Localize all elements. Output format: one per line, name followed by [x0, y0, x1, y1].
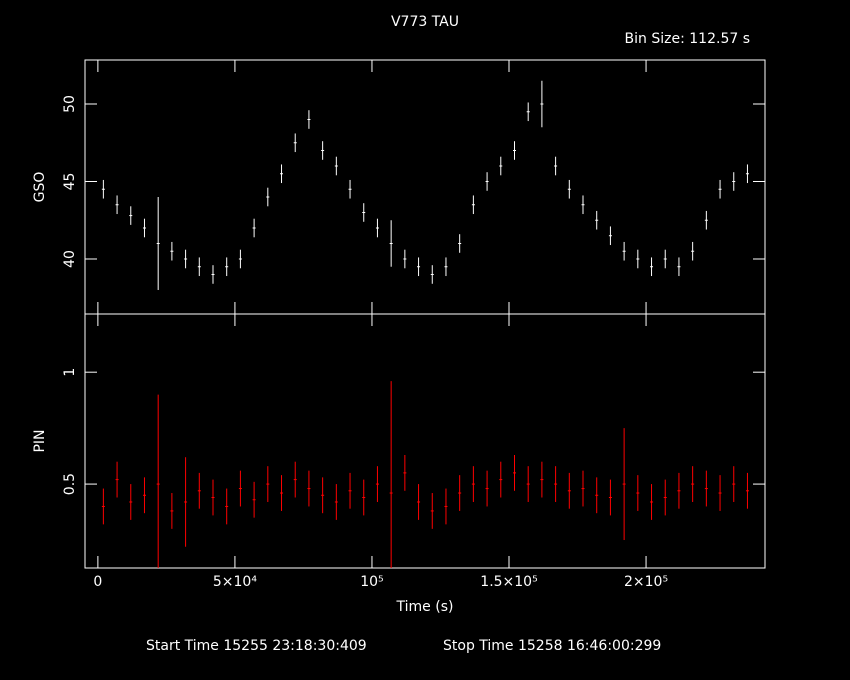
chart-title: V773 TAU — [391, 14, 459, 30]
x-axis-label: Time (s) — [396, 599, 454, 615]
y-tick-label: 0.5 — [62, 473, 78, 495]
bin-size: Bin Size: 112.57 s — [625, 31, 750, 47]
x-tick-label: 5×10⁴ — [213, 574, 257, 590]
y-tick-label: 1 — [62, 368, 78, 377]
y-tick-label: 40 — [62, 250, 78, 268]
y-axis-label: GSO — [32, 172, 48, 203]
panel-frame — [84, 59, 766, 315]
y-tick-label: 45 — [62, 173, 78, 191]
stop-time: Stop Time 15258 16:46:00:299 — [443, 638, 661, 654]
x-tick-label: 1.5×10⁵ — [480, 574, 537, 590]
x-tick-label: 0 — [93, 574, 102, 590]
y-tick-label: 50 — [62, 95, 78, 113]
x-tick-label: 10⁵ — [360, 574, 383, 590]
x-tick-label: 2×10⁵ — [624, 574, 668, 590]
start-time: Start Time 15255 23:18:30:409 — [146, 638, 367, 654]
y-axis-label: PIN — [32, 429, 48, 452]
panel-frame — [84, 313, 766, 569]
